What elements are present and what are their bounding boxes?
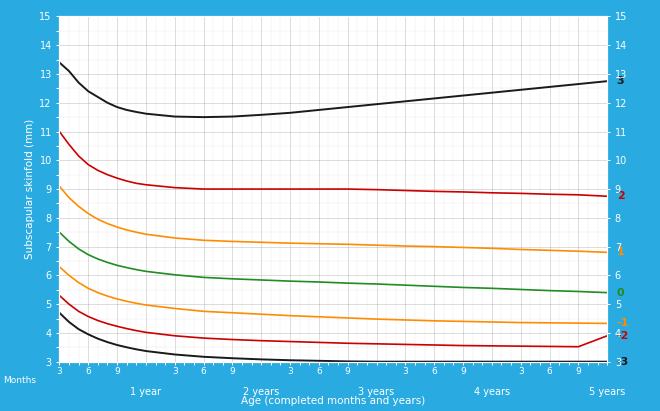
Text: 5 years: 5 years xyxy=(589,387,625,397)
Text: 4 years: 4 years xyxy=(474,387,510,397)
Text: 3: 3 xyxy=(617,76,624,86)
Text: -3: -3 xyxy=(617,357,629,367)
Text: -2: -2 xyxy=(617,331,629,341)
Text: -1: -1 xyxy=(617,319,629,328)
Text: 0: 0 xyxy=(617,288,624,298)
Y-axis label: Subscapular skinfold (mm): Subscapular skinfold (mm) xyxy=(25,119,35,259)
Text: 2: 2 xyxy=(617,191,624,201)
Text: 2 years: 2 years xyxy=(243,387,279,397)
Text: 3 years: 3 years xyxy=(358,387,395,397)
Text: Months: Months xyxy=(3,376,36,385)
X-axis label: Age (completed months and years): Age (completed months and years) xyxy=(241,396,426,406)
Text: 1 year: 1 year xyxy=(131,387,162,397)
Text: 1: 1 xyxy=(617,247,624,257)
